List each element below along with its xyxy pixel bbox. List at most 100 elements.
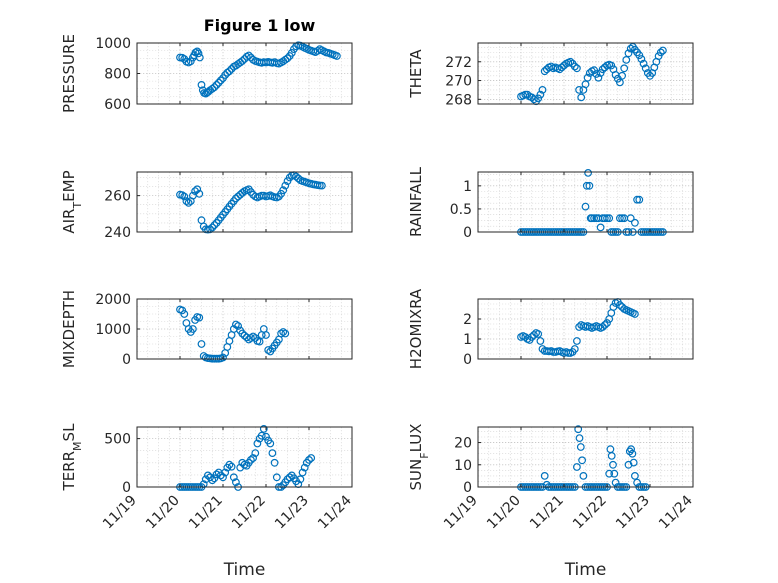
- y-axis-label: SUNFLUX: [407, 424, 431, 491]
- chart-title: Figure 1 low: [204, 16, 316, 35]
- data-point: [629, 458, 638, 467]
- data-point: [600, 214, 609, 223]
- data-point: [208, 476, 217, 485]
- data-point: [208, 84, 217, 93]
- data-point: [231, 478, 240, 487]
- y-tick-label: 0: [463, 225, 472, 241]
- data-point: [566, 57, 575, 66]
- data-point: [598, 65, 607, 74]
- data-point: [538, 85, 547, 94]
- data-point: [607, 452, 616, 460]
- data-point: [574, 425, 583, 434]
- data-point: [249, 454, 258, 462]
- data-point: [197, 340, 206, 348]
- data-point: [581, 80, 590, 89]
- data-point: [570, 62, 579, 71]
- y-tick-label: 20: [454, 436, 472, 452]
- data-point: [221, 468, 230, 477]
- data-point: [249, 332, 258, 341]
- x-tick-label: 11/23: [613, 493, 653, 533]
- data-point: [180, 192, 189, 201]
- data-point: [605, 469, 614, 478]
- y-axis-label: THETA: [407, 49, 425, 99]
- subplot-pressure: 600 800 1000 PRESSURE Figure 1 low: [60, 16, 353, 113]
- data-point: [244, 51, 253, 60]
- data-point: [296, 475, 305, 484]
- data-point: [238, 329, 247, 338]
- data-point: [184, 198, 193, 207]
- data-point: [603, 319, 611, 327]
- data-series: [517, 298, 639, 357]
- x-tick-label: 11/22: [229, 493, 269, 533]
- data-point: [188, 325, 197, 333]
- x-tick-label: 11/19: [100, 493, 140, 533]
- data-point: [521, 90, 530, 99]
- data-point: [210, 83, 219, 92]
- y-axis-label: H2OMIXRA: [407, 288, 425, 369]
- data-point: [281, 55, 290, 64]
- data-point: [573, 64, 581, 73]
- data-point: [596, 223, 605, 232]
- data-point: [203, 471, 212, 480]
- y-tick-label: 2: [463, 312, 472, 328]
- data-point: [584, 168, 592, 177]
- data-point: [624, 49, 633, 58]
- data-point: [238, 57, 247, 65]
- axes-frame: [477, 171, 694, 233]
- data-point: [281, 329, 290, 338]
- data-point: [264, 346, 273, 354]
- data-point: [234, 322, 243, 330]
- data-point: [564, 349, 573, 357]
- data-point: [255, 337, 264, 346]
- data-point: [618, 214, 626, 223]
- data-point: [225, 460, 234, 469]
- data-point: [656, 48, 665, 57]
- data-point: [186, 57, 195, 66]
- data-point: [298, 468, 307, 477]
- data-point: [257, 431, 266, 440]
- data-point: [210, 221, 219, 230]
- data-point: [259, 425, 268, 433]
- x-tick-label: 11/24: [315, 492, 355, 532]
- data-point: [197, 80, 206, 89]
- data-point: [333, 52, 341, 60]
- data-point: [216, 76, 225, 85]
- data-point: [221, 71, 230, 79]
- y-tick-label: 600: [104, 97, 131, 113]
- data-point: [229, 473, 238, 482]
- data-point: [585, 181, 594, 190]
- data-point: [618, 71, 626, 80]
- data-point: [598, 323, 607, 331]
- data-point: [573, 337, 581, 345]
- y-tick-label: 1: [463, 179, 472, 195]
- data-point: [194, 49, 203, 58]
- y-tick-label: 2000: [95, 292, 131, 308]
- y-tick-label: 0: [463, 480, 472, 496]
- data-point: [195, 53, 204, 62]
- axes-frame: [136, 426, 353, 488]
- data-point: [582, 181, 591, 190]
- data-point: [600, 321, 609, 329]
- data-point: [659, 46, 667, 55]
- y-tick-label: 1000: [95, 36, 131, 52]
- data-point: [641, 64, 650, 73]
- data-point: [268, 449, 277, 458]
- data-point: [570, 345, 579, 353]
- data-point: [534, 330, 543, 338]
- data-point: [270, 458, 279, 467]
- data-point: [578, 456, 586, 465]
- data-point: [577, 93, 586, 102]
- y-tick-label: 272: [445, 55, 472, 71]
- data-point: [637, 55, 646, 63]
- data-point: [616, 78, 624, 87]
- data-point: [212, 470, 221, 479]
- y-tick-label: 1: [463, 332, 472, 348]
- data-point: [557, 63, 566, 72]
- data-point: [536, 90, 545, 99]
- data-point: [626, 44, 635, 53]
- x-tick-label: 11/23: [272, 493, 312, 533]
- subplot-air-temp: 240 260 AIRTEMP: [60, 170, 353, 241]
- data-point: [607, 61, 616, 70]
- y-tick-label: 240: [104, 225, 131, 241]
